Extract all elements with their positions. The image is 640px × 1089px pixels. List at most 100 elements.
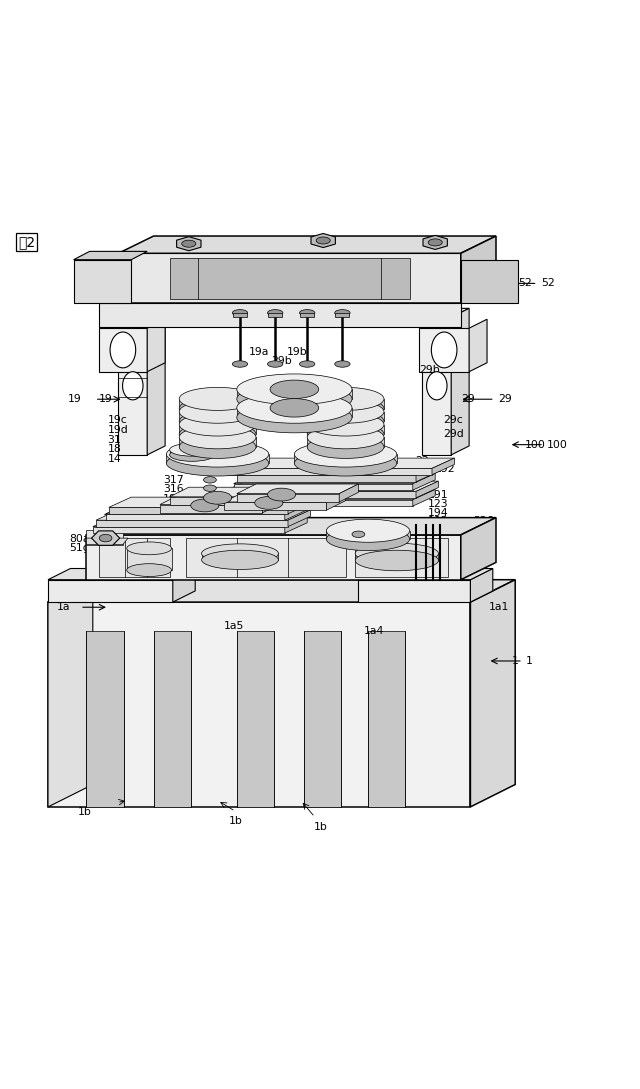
Polygon shape <box>461 517 496 579</box>
Text: 194: 194 <box>428 509 448 518</box>
Text: 29b: 29b <box>271 356 291 366</box>
Polygon shape <box>173 568 195 602</box>
Polygon shape <box>170 258 410 299</box>
Text: 19c: 19c <box>108 415 127 426</box>
Polygon shape <box>237 476 416 481</box>
Ellipse shape <box>431 332 457 368</box>
Polygon shape <box>48 579 515 602</box>
Polygon shape <box>224 492 346 502</box>
Text: 184: 184 <box>136 509 156 518</box>
Ellipse shape <box>237 392 352 424</box>
Ellipse shape <box>170 443 214 456</box>
Text: 100: 100 <box>547 440 568 450</box>
Ellipse shape <box>427 371 447 400</box>
Polygon shape <box>237 631 274 807</box>
Ellipse shape <box>255 497 283 510</box>
Text: 317: 317 <box>163 475 184 485</box>
Polygon shape <box>86 530 123 544</box>
Ellipse shape <box>294 451 397 476</box>
Polygon shape <box>237 465 438 476</box>
Polygon shape <box>234 484 413 490</box>
Text: 11: 11 <box>242 550 255 561</box>
Ellipse shape <box>270 399 319 417</box>
Polygon shape <box>127 549 172 571</box>
Polygon shape <box>224 481 438 491</box>
Polygon shape <box>202 553 278 560</box>
Polygon shape <box>307 399 384 408</box>
Polygon shape <box>170 487 298 497</box>
Text: 1a5: 1a5 <box>224 622 244 632</box>
Ellipse shape <box>294 441 397 467</box>
Polygon shape <box>48 579 93 807</box>
Polygon shape <box>179 412 256 421</box>
Polygon shape <box>99 303 461 327</box>
Polygon shape <box>413 489 435 506</box>
Text: 100: 100 <box>525 440 546 450</box>
Polygon shape <box>422 317 451 455</box>
Text: 1b: 1b <box>78 807 92 817</box>
Polygon shape <box>93 527 285 533</box>
Text: 52: 52 <box>518 279 532 289</box>
Polygon shape <box>423 235 447 249</box>
Polygon shape <box>355 538 448 576</box>
Polygon shape <box>358 568 493 579</box>
Text: 191: 191 <box>428 490 448 500</box>
Text: 1b: 1b <box>229 816 243 825</box>
Polygon shape <box>416 481 438 498</box>
Polygon shape <box>86 631 124 807</box>
Ellipse shape <box>355 543 438 564</box>
Polygon shape <box>326 492 346 511</box>
Polygon shape <box>237 484 358 493</box>
Ellipse shape <box>179 413 256 436</box>
Polygon shape <box>470 568 493 602</box>
Polygon shape <box>106 503 307 514</box>
Polygon shape <box>74 252 147 259</box>
Polygon shape <box>147 319 165 371</box>
Ellipse shape <box>202 543 278 563</box>
Text: 327: 327 <box>457 524 477 534</box>
Ellipse shape <box>127 564 172 576</box>
Text: 18: 18 <box>108 444 121 454</box>
Text: 図2: 図2 <box>18 235 35 249</box>
Ellipse shape <box>300 360 315 367</box>
Polygon shape <box>451 308 469 455</box>
Polygon shape <box>227 458 454 468</box>
Polygon shape <box>262 494 282 513</box>
Text: 19d: 19d <box>108 425 128 435</box>
Text: 21: 21 <box>357 552 371 562</box>
Ellipse shape <box>99 535 112 542</box>
Ellipse shape <box>204 491 232 504</box>
Ellipse shape <box>110 332 136 368</box>
Polygon shape <box>288 510 310 527</box>
Polygon shape <box>326 530 410 539</box>
Ellipse shape <box>335 360 350 367</box>
Ellipse shape <box>204 477 216 484</box>
Polygon shape <box>234 474 435 484</box>
Text: 80a: 80a <box>69 535 90 544</box>
Text: 29a: 29a <box>326 381 347 391</box>
Polygon shape <box>307 412 384 421</box>
Polygon shape <box>109 507 288 514</box>
Text: 29: 29 <box>498 394 511 404</box>
Ellipse shape <box>179 436 256 458</box>
Text: 1b: 1b <box>314 822 328 832</box>
Ellipse shape <box>166 441 269 467</box>
Text: 52: 52 <box>541 279 554 289</box>
Polygon shape <box>311 233 335 247</box>
Ellipse shape <box>179 426 256 449</box>
Text: 29b: 29b <box>419 365 440 375</box>
Ellipse shape <box>179 400 256 424</box>
Text: 41: 41 <box>239 538 252 548</box>
Ellipse shape <box>232 360 248 367</box>
Ellipse shape <box>237 383 352 414</box>
Ellipse shape <box>204 485 216 491</box>
Polygon shape <box>147 308 165 455</box>
Ellipse shape <box>127 542 172 554</box>
Text: 316: 316 <box>163 484 184 493</box>
Polygon shape <box>109 498 310 507</box>
Ellipse shape <box>326 527 410 551</box>
Polygon shape <box>307 438 384 446</box>
Polygon shape <box>335 313 349 317</box>
Polygon shape <box>118 236 496 254</box>
Text: 62: 62 <box>460 550 473 560</box>
